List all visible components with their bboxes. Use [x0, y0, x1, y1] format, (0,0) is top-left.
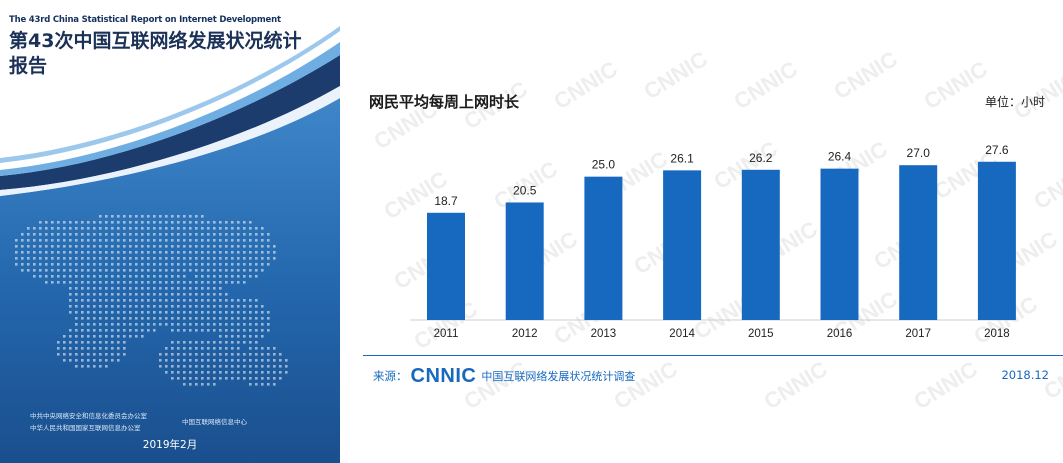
dotted-world-map [15, 215, 288, 386]
data-label-2011: 18.7 [434, 194, 458, 208]
data-label-2016: 26.4 [828, 150, 852, 164]
x-tick-2013: 2013 [591, 328, 617, 340]
cover-date: 2019年2月 [142, 439, 198, 451]
data-label-2018: 27.6 [985, 143, 1009, 157]
data-label-2015: 26.2 [749, 151, 773, 165]
cover-title-zh: 第43次中国互联网络发展状况统计报告 [9, 30, 302, 77]
cover-artwork [0, 26, 340, 463]
data-label-2013: 25.0 [592, 158, 616, 172]
chart-title: 网民平均每周上网时长 [369, 93, 520, 111]
bar-2016 [820, 168, 859, 320]
footer-source: 来源： CNNIC 中国互联网络发展状况统计调查 [373, 366, 635, 386]
x-tick-2017: 2017 [905, 328, 931, 340]
x-tick-2011: 2011 [434, 328, 459, 340]
x-tick-2016: 2016 [827, 328, 853, 340]
x-tick-2012: 2012 [512, 328, 538, 340]
cover-org-line3: 中国互联网络信息中心 [182, 418, 247, 426]
bar-2017 [899, 165, 938, 320]
x-tick-2014: 2014 [669, 328, 695, 340]
cover-title-en: The 43rd China Statistical Report on Int… [9, 15, 281, 25]
data-label-2012: 20.5 [513, 183, 537, 197]
bar-2018 [977, 161, 1016, 320]
bar-2015 [741, 169, 780, 320]
footer-survey-name: 中国互联网络发展状况统计调查 [481, 370, 636, 383]
footer-date: 2018.12 [1001, 368, 1049, 382]
chart-unit-label: 单位：小时 [984, 95, 1045, 109]
bar-2013 [584, 176, 623, 320]
bar-2012 [505, 202, 544, 320]
cover-swoosh-navy [0, 55, 340, 190]
bar-2011 [427, 212, 465, 320]
x-tick-2018: 2018 [984, 328, 1010, 340]
cover-org-line2: 中华人民共和国国家互联网信息办公室 [30, 424, 141, 432]
footer-divider [363, 355, 1063, 356]
cnnic-logo: CNNIC [410, 365, 477, 387]
x-tick-2015: 2015 [748, 328, 774, 340]
cover-org-line1: 中共中央网络安全和信息化委员会办公室 [30, 412, 147, 420]
data-label-2014: 26.1 [670, 151, 694, 165]
footer-source-prefix: 来源： [373, 369, 408, 383]
bar-2014 [663, 170, 702, 320]
report-cover: The 43rd China Statistical Report on Int… [0, 0, 340, 463]
data-label-2017: 27.0 [907, 146, 931, 160]
